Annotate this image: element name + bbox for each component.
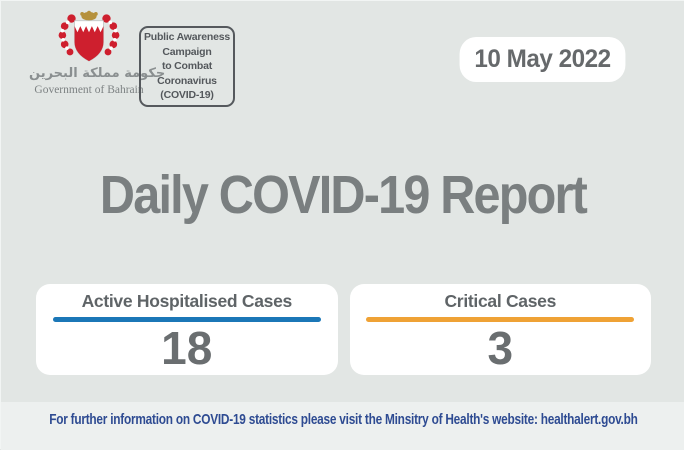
stat-value: 18	[161, 321, 213, 374]
stat-value: 3	[487, 321, 514, 374]
campaign-box-line: (COVID-19)	[160, 89, 214, 102]
government-name-english: Government of Bahrain	[34, 84, 144, 96]
campaign-box-line: Campaign	[162, 45, 212, 58]
accent-divider-blue	[52, 316, 321, 322]
stat-label: Critical Cases	[444, 290, 557, 311]
date-badge: 10 May 2022	[459, 37, 626, 82]
campaign-box: Public Awareness Campaign to Combat Coro…	[139, 26, 235, 107]
accent-divider-orange	[366, 316, 635, 322]
campaign-box-line: to Combat	[161, 60, 213, 73]
government-name-arabic: حكومة مملكة البحرين	[29, 66, 166, 81]
bahrain-coat-of-arms-icon	[58, 10, 120, 62]
footer: For further information on COVID-19 stat…	[1, 402, 684, 450]
footer-text: For further information on COVID-19 stat…	[48, 411, 638, 428]
stat-label: Active Hospitalised Cases	[81, 290, 293, 311]
stats-cards: Active Hospitalised Cases 18 Critical Ca…	[36, 284, 651, 375]
campaign-box-line: Public Awareness	[143, 31, 231, 44]
page-title: Daily COVID-19 Report	[99, 165, 588, 225]
campaign-box-line: Coronavirus	[157, 74, 217, 87]
stat-card-active-hospitalised: Active Hospitalised Cases 18	[36, 284, 338, 375]
government-logo: حكومة مملكة البحرين Government of Bahrai…	[29, 7, 166, 97]
stat-card-critical: Critical Cases 3	[349, 284, 651, 375]
